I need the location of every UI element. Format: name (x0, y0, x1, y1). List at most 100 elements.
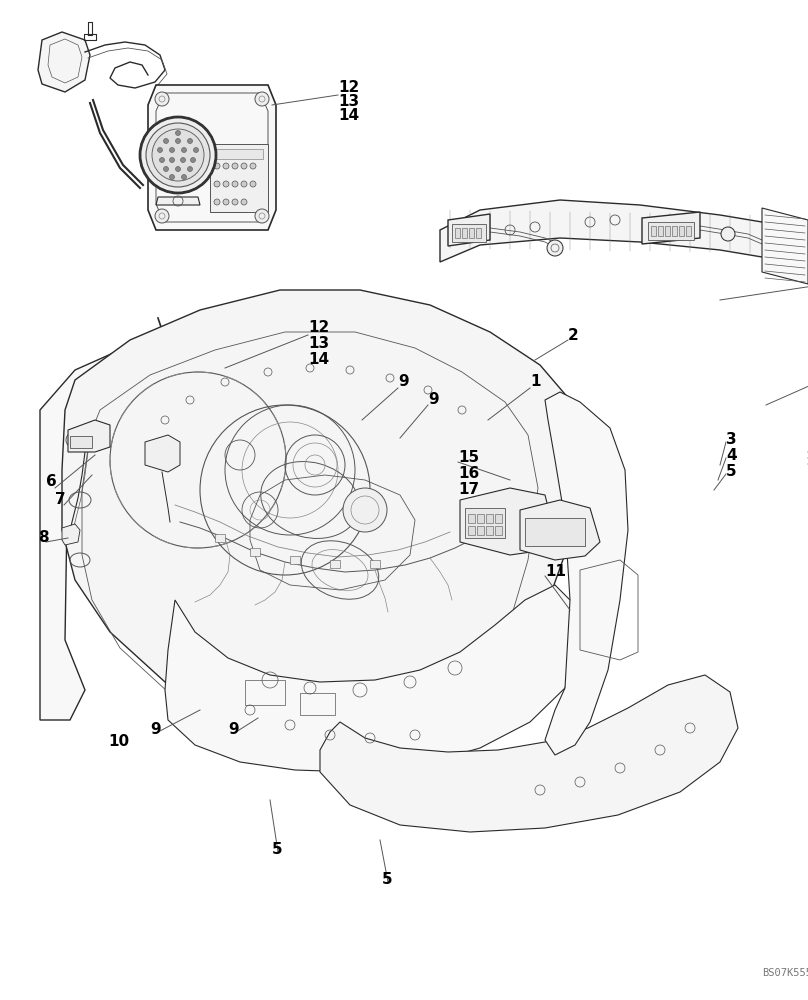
Bar (370, 560, 380, 568)
Text: 2: 2 (568, 328, 579, 344)
Bar (651, 226, 656, 236)
Bar (468, 514, 475, 523)
Circle shape (255, 209, 269, 223)
Polygon shape (320, 675, 738, 832)
Bar (686, 226, 691, 236)
Circle shape (180, 157, 186, 162)
Bar (452, 224, 486, 242)
Circle shape (170, 174, 175, 180)
Bar (672, 226, 677, 236)
Bar (469, 228, 474, 238)
Text: 9: 9 (428, 392, 439, 408)
Text: 12: 12 (338, 81, 360, 96)
Circle shape (547, 240, 563, 256)
Circle shape (223, 163, 229, 169)
Circle shape (175, 130, 180, 135)
Circle shape (182, 174, 187, 180)
Bar (477, 514, 484, 523)
Polygon shape (460, 488, 555, 555)
Bar (648, 222, 694, 240)
Bar (477, 526, 484, 535)
Polygon shape (145, 435, 180, 472)
Circle shape (241, 181, 247, 187)
Circle shape (170, 157, 175, 162)
Bar (665, 226, 670, 236)
Polygon shape (520, 500, 600, 560)
Polygon shape (762, 208, 808, 284)
Circle shape (158, 147, 162, 152)
Circle shape (187, 166, 192, 172)
Bar (250, 548, 260, 556)
Text: BS07K555: BS07K555 (762, 968, 808, 978)
Circle shape (721, 227, 735, 241)
Text: 3: 3 (726, 432, 737, 448)
Circle shape (232, 199, 238, 205)
Circle shape (163, 138, 169, 143)
Circle shape (175, 166, 180, 172)
Text: 14: 14 (338, 108, 359, 123)
Text: 5: 5 (382, 872, 393, 888)
Polygon shape (40, 350, 165, 720)
Bar (210, 144, 268, 212)
Polygon shape (165, 585, 580, 772)
Bar (476, 228, 481, 238)
Bar (245, 680, 285, 705)
Polygon shape (148, 85, 276, 230)
Polygon shape (62, 524, 80, 545)
Circle shape (140, 117, 216, 193)
Bar (215, 534, 225, 542)
Text: 4: 4 (726, 448, 737, 464)
Bar (486, 514, 493, 523)
Circle shape (182, 147, 187, 152)
Polygon shape (545, 392, 628, 755)
Circle shape (152, 129, 204, 181)
Text: 6: 6 (46, 475, 57, 489)
Polygon shape (448, 214, 490, 246)
Text: 13: 13 (338, 95, 359, 109)
Text: 10: 10 (108, 734, 129, 750)
Circle shape (214, 163, 220, 169)
Circle shape (223, 199, 229, 205)
Circle shape (241, 163, 247, 169)
Circle shape (175, 138, 180, 143)
Text: 13: 13 (308, 336, 329, 352)
Text: 12: 12 (308, 320, 329, 336)
Text: 5: 5 (726, 464, 737, 480)
Circle shape (250, 163, 256, 169)
Circle shape (241, 199, 247, 205)
Circle shape (214, 199, 220, 205)
Text: 5: 5 (272, 842, 283, 857)
Circle shape (187, 138, 192, 143)
Bar (215, 149, 263, 159)
Text: 7: 7 (55, 492, 65, 508)
Polygon shape (156, 197, 200, 205)
Polygon shape (642, 212, 700, 244)
Bar (465, 508, 505, 538)
Text: 14: 14 (308, 353, 329, 367)
Circle shape (146, 123, 210, 187)
Circle shape (155, 92, 169, 106)
Text: 16: 16 (458, 466, 479, 482)
Text: 11: 11 (545, 564, 566, 580)
Circle shape (214, 181, 220, 187)
Circle shape (250, 181, 256, 187)
Circle shape (191, 157, 196, 162)
Bar (658, 226, 663, 236)
Polygon shape (38, 32, 90, 92)
Bar (462, 228, 467, 238)
Circle shape (223, 181, 229, 187)
Bar (525, 518, 585, 546)
Circle shape (343, 488, 387, 532)
Circle shape (159, 157, 165, 162)
Circle shape (155, 209, 169, 223)
Circle shape (193, 147, 199, 152)
Circle shape (232, 163, 238, 169)
Circle shape (163, 166, 169, 172)
Bar (468, 526, 475, 535)
Bar (495, 526, 502, 535)
Polygon shape (440, 200, 808, 270)
Text: 9: 9 (150, 722, 161, 738)
Bar (486, 526, 493, 535)
Circle shape (255, 92, 269, 106)
Bar (300, 693, 335, 715)
